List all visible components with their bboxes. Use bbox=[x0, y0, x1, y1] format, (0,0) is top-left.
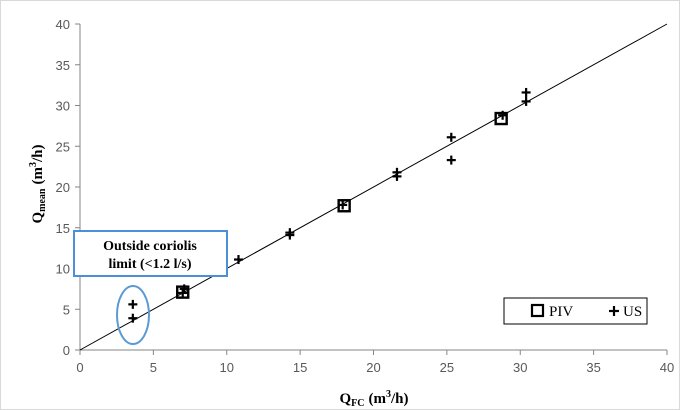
y-tick-label: 35 bbox=[56, 58, 70, 73]
us-point bbox=[521, 96, 531, 106]
us-point bbox=[498, 110, 508, 120]
x-tick-label: 35 bbox=[586, 360, 600, 375]
x-tick-label: 10 bbox=[220, 360, 234, 375]
us-point bbox=[446, 132, 456, 142]
axes bbox=[75, 23, 668, 355]
y-axis-title: Qmean(m3/h) bbox=[28, 144, 48, 223]
x-tick-label: 0 bbox=[76, 360, 83, 375]
us-point bbox=[128, 313, 138, 323]
us-point bbox=[446, 155, 456, 165]
x-axis-title: QFC (m3/h) bbox=[339, 389, 408, 409]
us-point bbox=[392, 171, 402, 181]
x-tick-label: 5 bbox=[150, 360, 157, 375]
x-tick-label: 40 bbox=[660, 360, 674, 375]
annotation-line-1: Outside coriolis bbox=[103, 239, 197, 254]
piv-point bbox=[494, 111, 508, 126]
us-point bbox=[233, 255, 243, 265]
legend-us-marker bbox=[609, 306, 619, 316]
series-us bbox=[128, 87, 531, 323]
legend-piv-label: PIV bbox=[549, 304, 573, 320]
y-tick-label: 20 bbox=[56, 180, 70, 195]
us-point bbox=[285, 230, 295, 240]
annotation: Outside coriolis limit (<1.2 l/s) bbox=[73, 230, 228, 345]
y-tick-label: 15 bbox=[56, 221, 70, 236]
us-point bbox=[338, 200, 348, 210]
y-tick-label: 5 bbox=[63, 302, 70, 317]
x-tick-label: 25 bbox=[440, 360, 454, 375]
legend: PIV US bbox=[503, 297, 648, 325]
legend-box bbox=[503, 297, 648, 325]
tick-labels: 0 5 10 15 20 25 30 35 40 0 5 10 15 20 25 30 35 40 bbox=[56, 17, 675, 375]
us-point bbox=[521, 87, 531, 97]
y-tick-label: 30 bbox=[56, 99, 70, 114]
x-tick-label: 20 bbox=[366, 360, 380, 375]
x-tick-label: 30 bbox=[513, 360, 527, 375]
y-tick-label: 10 bbox=[56, 262, 70, 277]
legend-piv-marker bbox=[530, 303, 545, 318]
y-tick-label: 40 bbox=[56, 17, 70, 32]
us-point bbox=[128, 299, 138, 309]
annotation-box bbox=[73, 230, 228, 277]
legend-us-label: US bbox=[623, 304, 642, 320]
data-points bbox=[128, 87, 531, 323]
piv-point bbox=[176, 285, 190, 299]
x-tick-label: 15 bbox=[293, 360, 307, 375]
annotation-line-2: limit (<1.2 l/s) bbox=[108, 257, 191, 272]
y-tick-label: 25 bbox=[56, 139, 70, 154]
annotation-ellipse bbox=[116, 285, 150, 345]
us-point bbox=[179, 284, 189, 294]
y-tick-label: 0 bbox=[63, 343, 70, 358]
